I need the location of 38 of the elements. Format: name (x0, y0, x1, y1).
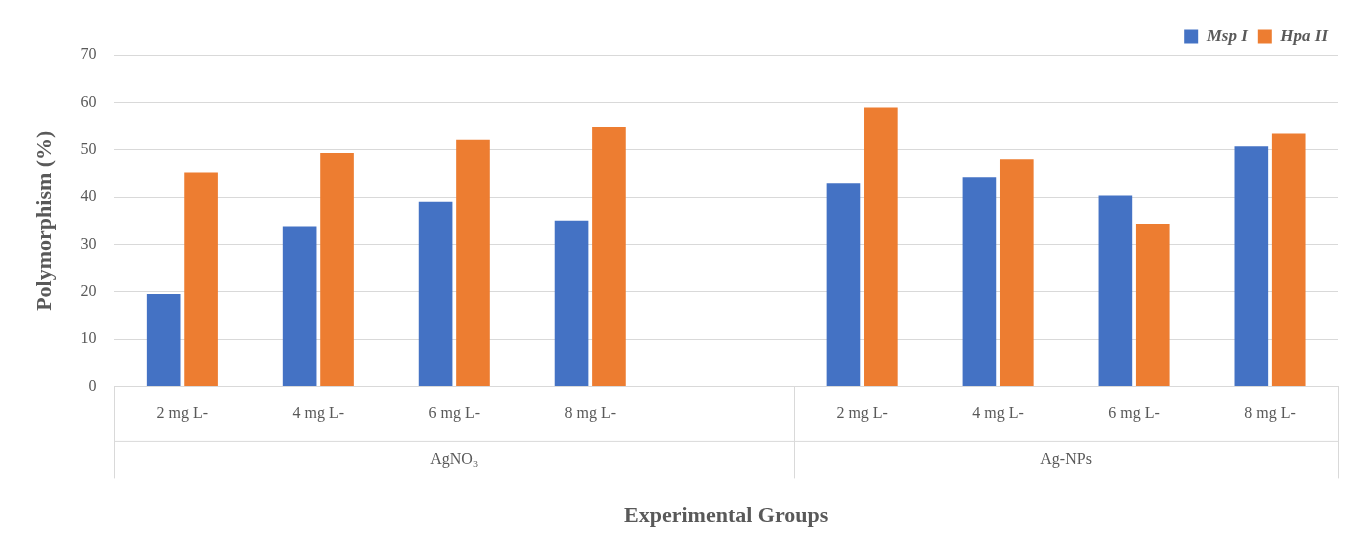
legend-label: Msp I (1205, 25, 1250, 45)
bar (554, 220, 589, 386)
bar (184, 172, 218, 386)
y-tick-label: 0 (88, 376, 97, 394)
bar (320, 153, 354, 386)
x-tick-label: 6 mg L- (1108, 404, 1160, 423)
bar (864, 107, 898, 386)
text: AgNO₃ (430, 449, 479, 468)
bar (999, 159, 1034, 386)
x-tick-label: 8 mg L- (564, 404, 617, 423)
x-tick-label: 4 mg L- (292, 404, 345, 423)
y-tick-label: 10 (80, 329, 97, 347)
bar (826, 183, 861, 386)
bar (282, 226, 317, 386)
text: Ag-NPs (1040, 449, 1092, 468)
bar (1098, 195, 1133, 386)
bar (456, 139, 490, 386)
bar (1135, 224, 1170, 386)
x-tick-label: 2 mg L- (836, 404, 888, 423)
y-tick-label: 20 (80, 281, 97, 299)
y-tick-label: 70 (80, 45, 97, 63)
bar (1234, 146, 1269, 386)
y-tick-label: 50 (80, 139, 97, 157)
bar (418, 201, 453, 386)
x-tick-label: 4 mg L- (972, 404, 1024, 423)
bar (592, 126, 626, 386)
bar (146, 294, 181, 386)
y-tick-label: 60 (80, 92, 97, 110)
bar (1271, 133, 1306, 386)
x-axis-title: Experimental Groups (624, 502, 829, 528)
y-axis-title: Polymorphism (%) (30, 130, 56, 311)
legend-label: Hpa II (1279, 25, 1330, 45)
x-tick-label: 2 mg L- (156, 404, 209, 423)
bar (962, 177, 997, 386)
x-tick-label: 6 mg L- (428, 404, 481, 423)
y-tick-label: 30 (80, 234, 97, 252)
x-tick-label: 8 mg L- (1244, 404, 1296, 423)
y-tick-label: 40 (80, 187, 97, 205)
